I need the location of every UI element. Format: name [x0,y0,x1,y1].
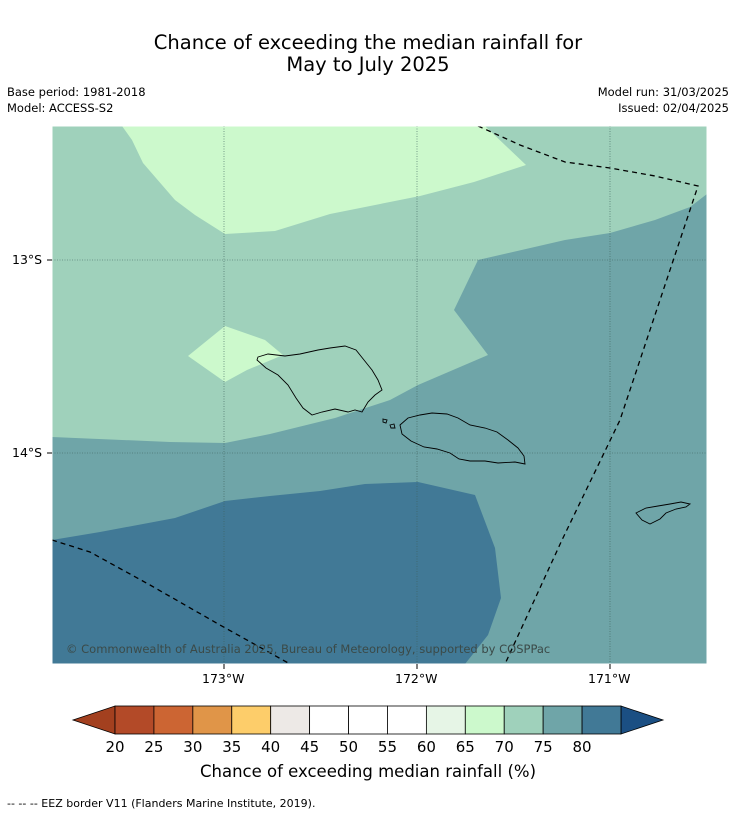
lon-label-171w: 171°W [588,671,631,686]
savaii-island [256,345,383,416]
colorbar-tick-label: 55 [378,738,397,756]
lon-label-173w: 173°W [202,671,245,686]
model-run: Model run: 31/03/2025 [597,85,729,99]
colorbar-under-arrow [71,705,116,735]
eez-border [52,126,699,664]
colorbar-tick-label: 20 [105,738,124,756]
colorbar-tick-label: 80 [573,738,592,756]
map-copyright: © Commonwealth of Australia 2025, Bureau… [66,642,551,656]
colorbar-tick-label: 60 [417,738,436,756]
colorbar-cell [387,705,427,735]
model-name: Model: ACCESS-S2 [7,101,114,115]
title-line-1: Chance of exceeding the median rainfall … [153,31,583,54]
tutuila-island [635,501,692,525]
chart-title: Chance of exceeding the median rainfall … [0,32,736,76]
colorbar-cell [114,705,155,735]
colorbar-cell [581,705,622,735]
lon-ticks [223,664,611,669]
colorbar-cell [153,705,194,735]
colorbar-cell [348,705,388,735]
zone-65-70-island [188,326,283,382]
colorbar-cells [71,705,665,735]
colorbar-cell [503,705,544,735]
colorbar-tick-label: 45 [300,738,319,756]
lat-ticks [47,259,52,454]
colorbar-tick-labels: 20 25 30 35 40 45 50 55 60 65 70 75 80 [105,738,591,756]
colorbar-tick-label: 65 [456,738,475,756]
upolu-island [399,412,526,465]
colorbar-cell [192,705,233,735]
zone-65-70-north [122,126,526,234]
colorbar-label: Chance of exceeding median rainfall (%) [199,762,537,781]
colorbar-tick-label: 75 [534,738,553,756]
meta-left: Base period: 1981-2018 Model: ACCESS-S2 [7,84,146,116]
colorbar-cell [425,705,466,735]
coastlines [256,345,692,525]
colorbar-tick-label: 35 [222,738,241,756]
issued-date: Issued: 02/04/2025 [618,101,729,115]
colorbar-tick-label: 25 [144,738,163,756]
manono-islet [382,418,388,424]
meta-right: Model run: 31/03/2025 Issued: 02/04/2025 [598,84,729,116]
colorbar-cell [464,705,505,735]
colorbar-cell [270,705,311,735]
colorbar-over-arrow [620,705,665,735]
eez-footnote: -- -- -- EEZ border V11 (Flanders Marine… [7,797,316,810]
colorbar-cell [231,705,272,735]
map-area [52,126,707,664]
apolima-islet [389,423,396,429]
colorbar-tick-label: 50 [339,738,358,756]
colorbar-tick-label: 40 [261,738,280,756]
grid-lines [52,126,707,664]
lat-label-13s: 13°S [12,252,43,267]
colorbar-cell [309,705,349,735]
zone-80-plus [52,482,501,664]
lat-label-14s: 14°S [12,445,43,460]
title-line-2: May to July 2025 [286,53,450,76]
colorbar-cell [542,705,583,735]
map-frame [51,125,708,665]
colorbar-tick-label: 30 [183,738,202,756]
colorbar-tick-label: 70 [495,738,514,756]
lon-label-172w: 172°W [395,671,438,686]
base-period: Base period: 1981-2018 [7,85,146,99]
